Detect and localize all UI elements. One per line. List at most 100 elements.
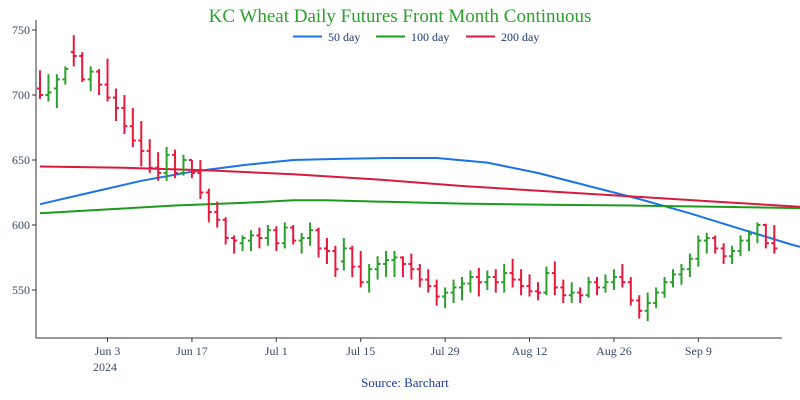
ohlc-bar bbox=[678, 264, 685, 285]
y-tick-label: 650 bbox=[12, 153, 30, 167]
ohlc-bar bbox=[239, 235, 246, 251]
ohlc-bar bbox=[737, 235, 744, 257]
ohlc-bar bbox=[205, 188, 212, 223]
x-tick-label: Jul 1 bbox=[265, 344, 288, 358]
ohlc-bar bbox=[568, 282, 575, 303]
ohlc-bar bbox=[281, 222, 288, 249]
legend-label-50-day: 50 day bbox=[328, 30, 360, 44]
x-tick-label: Sep 9 bbox=[685, 344, 712, 358]
ohlc-bar bbox=[703, 232, 710, 254]
ohlc-bar bbox=[87, 66, 94, 92]
ohlc-bar bbox=[653, 287, 660, 309]
ohlc-bar bbox=[425, 269, 432, 293]
chart-source: Source: Barchart bbox=[361, 375, 449, 390]
ohlc-bar bbox=[442, 287, 449, 309]
ohlc-bar bbox=[298, 232, 305, 254]
ohlc-bar bbox=[501, 264, 508, 293]
ohlc-bar bbox=[534, 282, 541, 301]
x-tick-label: Jun 3 bbox=[95, 344, 121, 358]
x-tick-label: Aug 26 bbox=[596, 344, 632, 358]
moving-average-lines bbox=[39, 157, 800, 248]
ohlc-bar bbox=[754, 222, 761, 244]
ohlc-bar bbox=[273, 226, 280, 251]
ohlc-bar bbox=[399, 256, 406, 277]
ohlc-bar bbox=[518, 269, 525, 296]
ohlc-bar bbox=[560, 279, 567, 303]
ohlc-bar bbox=[475, 267, 482, 297]
ohlc-bar bbox=[543, 266, 550, 296]
ohlc-bar bbox=[459, 277, 465, 301]
ohlc-bar bbox=[62, 66, 69, 85]
ohlc-bar bbox=[340, 238, 347, 271]
ohlc-bar bbox=[290, 225, 297, 245]
ohlc-bar bbox=[96, 69, 103, 95]
ohlc-bar bbox=[315, 227, 322, 258]
ohlc-bar bbox=[172, 149, 179, 179]
chart-title: KC Wheat Daily Futures Front Month Conti… bbox=[209, 6, 592, 27]
ma-line-200-day bbox=[39, 165, 800, 208]
ohlc-bar bbox=[70, 35, 77, 67]
ohlc-bar bbox=[180, 154, 187, 176]
ohlc-bar bbox=[374, 256, 381, 280]
ohlc-bar bbox=[129, 108, 136, 147]
ohlc-bar bbox=[729, 245, 736, 264]
ohlc-bar bbox=[670, 269, 676, 288]
ohlc-bar bbox=[467, 270, 474, 293]
ohlc-bar bbox=[222, 217, 229, 245]
ohlc-bar bbox=[619, 264, 626, 288]
ohlc-bar bbox=[745, 230, 752, 251]
ohlc-bar bbox=[104, 58, 111, 102]
ohlc-bar bbox=[146, 139, 153, 173]
legend: 50 day 100 day 200 day bbox=[293, 30, 539, 44]
ohlc-bar bbox=[214, 201, 221, 228]
ohlc-bar bbox=[349, 245, 356, 277]
ohlc-bar bbox=[610, 269, 617, 290]
ohlc-bar bbox=[155, 152, 162, 181]
ohlc-bar bbox=[771, 225, 778, 254]
ohlc-bar bbox=[602, 274, 609, 293]
x-tick-label: Jul 29 bbox=[431, 344, 460, 358]
ohlc-bar bbox=[37, 70, 43, 99]
ohlc-bar bbox=[509, 258, 516, 288]
ohlc-bar bbox=[138, 121, 145, 167]
y-tick-label: 750 bbox=[12, 23, 30, 37]
ohlc-bar bbox=[636, 295, 643, 319]
ohlc-bar bbox=[112, 88, 119, 121]
ohlc-bar bbox=[585, 277, 592, 298]
x-axis-year-label: 2024 bbox=[93, 360, 117, 374]
x-tick-label: Aug 12 bbox=[512, 344, 548, 358]
legend-label-100-day: 100 day bbox=[411, 30, 449, 44]
ohlc-bar bbox=[357, 251, 364, 288]
ohlc-bar bbox=[197, 160, 204, 199]
ohlc-bar bbox=[627, 277, 634, 306]
ohlc-bar bbox=[307, 222, 314, 246]
ohlc-bar bbox=[450, 279, 457, 303]
ohlc-bar bbox=[383, 251, 390, 277]
ohlc-bar bbox=[686, 253, 693, 277]
ohlc-bar bbox=[551, 261, 558, 296]
ohlc-bar bbox=[323, 238, 330, 264]
ohlc-bar bbox=[248, 230, 254, 251]
ohlc-bar bbox=[163, 147, 170, 181]
ma-line-100-day bbox=[39, 199, 800, 215]
y-axis-ticks: 550 600 650 700 750 bbox=[12, 23, 36, 297]
ohlc-bar bbox=[79, 52, 86, 82]
ohlc-bar bbox=[121, 95, 128, 134]
y-tick-label: 550 bbox=[12, 283, 30, 297]
ohlc-bar bbox=[526, 274, 533, 297]
ohlc-bars bbox=[37, 35, 778, 322]
ohlc-bar bbox=[188, 159, 195, 179]
x-axis-ticks: Jun 3 Jun 17 Jul 1 Jul 15 Jul 29 Aug 12 Aug 26… bbox=[95, 338, 712, 358]
x-tick-label: Jun 17 bbox=[176, 344, 208, 358]
ohlc-bar bbox=[416, 264, 423, 288]
ohlc-bar bbox=[332, 245, 339, 277]
ohlc-bar bbox=[391, 251, 398, 277]
ohlc-bar bbox=[492, 269, 499, 293]
ohlc-bar bbox=[661, 277, 668, 298]
ohlc-bar bbox=[433, 279, 440, 306]
ohlc-bar bbox=[594, 277, 601, 296]
ohlc-bar bbox=[264, 225, 271, 246]
ohlc-bar bbox=[408, 253, 415, 280]
